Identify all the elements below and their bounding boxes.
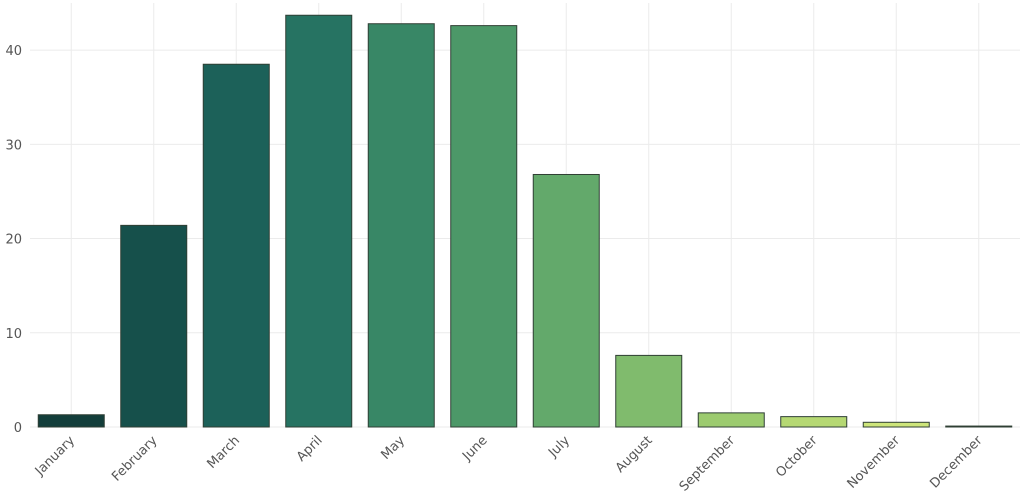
x-tick-label-march: March — [204, 433, 243, 472]
y-tick-label-1: 10 — [5, 327, 22, 342]
bar-december — [945, 425, 1013, 428]
bar-november — [862, 421, 930, 428]
bar-june — [450, 25, 518, 428]
x-axis-tick-labels: January February March April May June July Augu… — [32, 433, 986, 495]
bar-september — [697, 412, 765, 428]
y-tick-label-4: 40 — [5, 44, 22, 59]
x-tick-label-october: October — [773, 433, 821, 481]
y-tick-label-2: 20 — [5, 233, 22, 248]
x-tick-label-july: July — [545, 433, 573, 461]
y-axis-tick-labels: 0 10 20 30 40 — [5, 44, 22, 436]
x-tick-label-february: February — [109, 433, 161, 485]
x-tick-label-august: August — [613, 433, 656, 476]
y-tick-label-0: 0 — [14, 421, 22, 436]
x-tick-label-april: April — [294, 433, 326, 465]
bar-february — [120, 224, 188, 428]
x-tick-label-november: November — [845, 433, 904, 492]
x-tick-label-may: May — [378, 433, 408, 463]
bar-march — [202, 63, 270, 428]
bar-may — [367, 23, 435, 428]
x-tick-label-december: December — [927, 433, 986, 492]
x-tick-label-june: June — [459, 433, 490, 464]
x-tick-label-september: September — [677, 433, 739, 495]
bars — [37, 14, 1013, 428]
x-tick-label-january: January — [32, 433, 78, 479]
bar-january — [37, 414, 105, 428]
bar-april — [285, 14, 353, 428]
y-tick-label-3: 30 — [5, 138, 22, 153]
bar-august — [615, 354, 683, 428]
bar-july — [532, 173, 600, 428]
bar-october — [780, 416, 848, 428]
horizontal-gridlines — [30, 49, 1020, 428]
